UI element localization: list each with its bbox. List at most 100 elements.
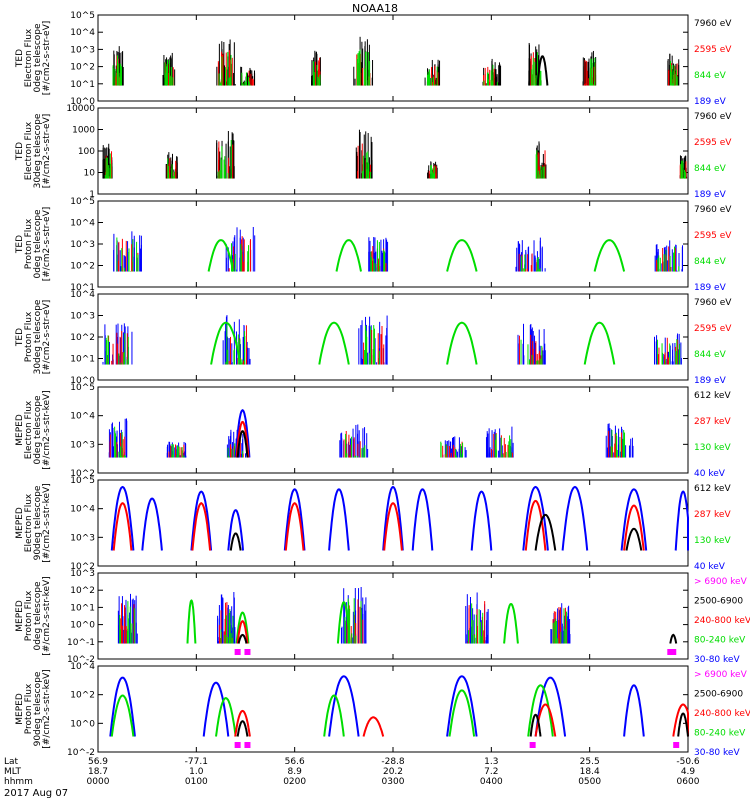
legend-entry: 240-800 keV — [694, 616, 750, 626]
arch-curve — [534, 676, 567, 737]
burst-series — [465, 592, 489, 644]
y-tick-label: 10^2 — [70, 333, 95, 343]
y-axis-label-line: TED — [15, 235, 25, 254]
legend-entry: 2595 eV — [694, 45, 732, 55]
arch-curve — [529, 713, 542, 737]
y-tick-label: 10^2 — [70, 63, 95, 73]
legend-entry: 2500-6900 — [694, 597, 743, 607]
panel-4: 10^0 10^1 10^2 10^3 10^4 TEDProton Flux30deg … — [15, 290, 732, 386]
y-axis-label-line: [#/cm2-s-str-eV] — [42, 207, 52, 282]
y-tick-label: 10^3 — [70, 533, 95, 543]
burst-series — [535, 141, 547, 179]
arch-curve — [236, 620, 249, 644]
burst-series — [368, 237, 389, 272]
burst-series — [240, 66, 256, 86]
tick-mlt: 18.4 — [580, 767, 600, 777]
arch-curve — [191, 502, 212, 551]
panel-data — [117, 586, 678, 655]
y-axis-label-line: Proton Flux — [24, 218, 34, 269]
y-axis-label-line: Electron Flux — [24, 121, 34, 180]
arch-curve — [236, 720, 249, 737]
arch-curve — [215, 697, 237, 737]
arch-curve — [669, 633, 678, 644]
legend-entry: 130 keV — [694, 536, 731, 546]
legend-entry: 2595 eV — [694, 138, 732, 148]
arch-curve — [236, 430, 249, 458]
y-axis-label: MEPEDProton Flux90deg telescope[#/cm2-s-… — [15, 669, 52, 748]
y-axis-label-line: TED — [15, 328, 25, 347]
legend-entry: 189 eV — [694, 97, 727, 107]
arch-curve — [110, 485, 135, 551]
y-axis-label: MEPEDElectron Flux90deg telescope[#/cm2-… — [15, 483, 52, 562]
tick-mlt: 8.9 — [288, 767, 303, 777]
legend-entry: 7960 eV — [694, 205, 732, 215]
tick-lat: -28.8 — [381, 757, 405, 767]
tick-mlt: 7.2 — [484, 767, 498, 777]
magenta-mark — [673, 742, 680, 748]
y-tick-label: 10^0 — [70, 719, 95, 729]
y-tick-label: 10^5 — [70, 476, 95, 486]
y-axis-label-line: [#/cm2-s-str-eV] — [42, 114, 52, 189]
burst-series — [653, 333, 682, 365]
burst-series — [515, 237, 546, 272]
legend-entry: > 6900 keV — [694, 670, 748, 680]
tick-lat: 56.6 — [285, 757, 305, 767]
burst-series — [517, 323, 546, 365]
panel-data — [102, 129, 688, 179]
panel-data — [113, 226, 684, 272]
y-axis-label-line: 0deg telescope — [33, 581, 43, 651]
panel-3: 10^1 10^2 10^3 10^4 10^5 TEDProton Flux0deg t… — [15, 197, 732, 293]
burst-series — [117, 593, 138, 644]
legend-entry: 30-80 keV — [694, 655, 740, 665]
y-tick-label: 10^1 — [70, 283, 95, 293]
magenta-mark — [234, 649, 241, 655]
arch-curve — [446, 321, 478, 365]
y-tick-label: 10^2 — [70, 262, 95, 272]
burst-series — [605, 423, 634, 458]
legend-entry: 287 keV — [694, 417, 731, 427]
magenta-mark — [670, 649, 677, 655]
tick-lat: -50.6 — [676, 757, 700, 767]
arch-curve — [328, 488, 350, 551]
y-tick-label: 10^1 — [70, 355, 95, 365]
y-tick-label: 10^-1 — [67, 638, 95, 648]
legend-entry: 189 eV — [694, 190, 727, 200]
panel-frame — [97, 479, 689, 567]
legend-entry: > 6900 keV — [694, 577, 748, 587]
tick-mlt: 4.9 — [681, 767, 696, 777]
burst-series — [102, 323, 133, 365]
arch-curve — [110, 694, 135, 737]
arch-curve — [109, 676, 136, 737]
arch-curve — [227, 509, 244, 551]
panel-data — [110, 485, 689, 551]
panel-data — [112, 36, 680, 86]
y-tick-label: 1 — [89, 190, 95, 200]
y-axis-label-line: [#/cm2-s-str-keV] — [42, 483, 52, 562]
tick-hhmm: 0000 — [87, 777, 110, 787]
arch-curve — [336, 601, 351, 644]
burst-series — [112, 46, 124, 86]
y-tick-label: 10^-2 — [67, 748, 95, 758]
legend-entry: 7960 eV — [694, 112, 732, 122]
panel-6: 10^2 10^3 10^4 10^5 MEPEDElectron Flux90deg … — [15, 476, 731, 572]
y-tick-label: 10^4 — [70, 412, 95, 422]
y-axis-label-line: [#/cm2-s-str-keV] — [42, 669, 52, 748]
arch-curve — [318, 321, 350, 365]
burst-series — [550, 603, 571, 644]
legend-entry: 612 keV — [694, 391, 731, 401]
y-tick-label: 10^0 — [70, 376, 95, 386]
y-axis-label-line: 0deg telescope — [33, 395, 43, 465]
y-tick-label: 10000 — [66, 104, 95, 114]
y-axis-label: TEDElectron Flux0deg telescope[#/cm2-s-s… — [15, 21, 52, 96]
panel-frame — [97, 107, 689, 195]
y-tick-label: 10 — [84, 169, 96, 179]
burst-series — [355, 129, 373, 179]
tick-lat: 25.5 — [580, 757, 600, 767]
y-tick-label: 100 — [78, 147, 95, 157]
arch-curve — [234, 408, 251, 458]
burst-series — [358, 315, 388, 365]
y-axis-label-line: TED — [15, 49, 25, 68]
legend-entry: 189 eV — [694, 283, 727, 293]
y-tick-label: 10^1 — [70, 80, 95, 90]
tick-hhmm: 0400 — [480, 777, 503, 787]
